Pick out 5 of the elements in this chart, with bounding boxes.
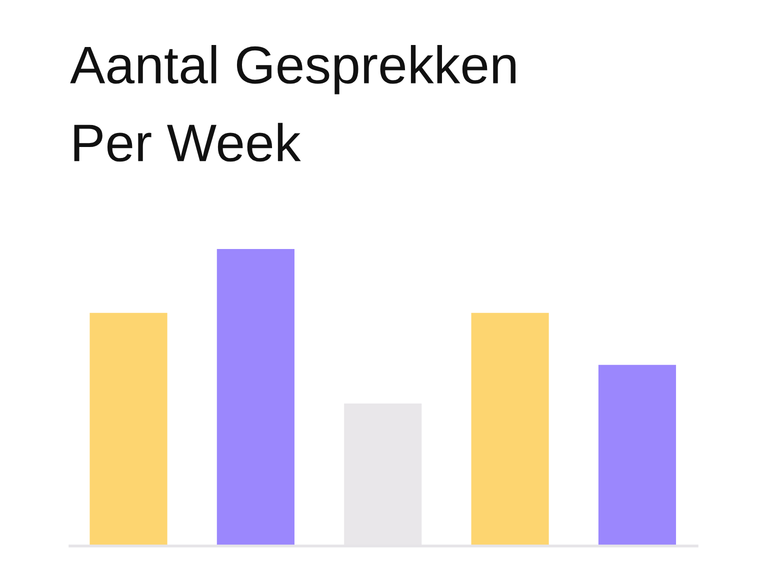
bar <box>216 249 294 546</box>
chart-title: Aantal Gesprekken Per Week <box>70 45 516 162</box>
bar <box>471 312 549 546</box>
bar <box>90 312 168 546</box>
bar <box>598 364 676 546</box>
